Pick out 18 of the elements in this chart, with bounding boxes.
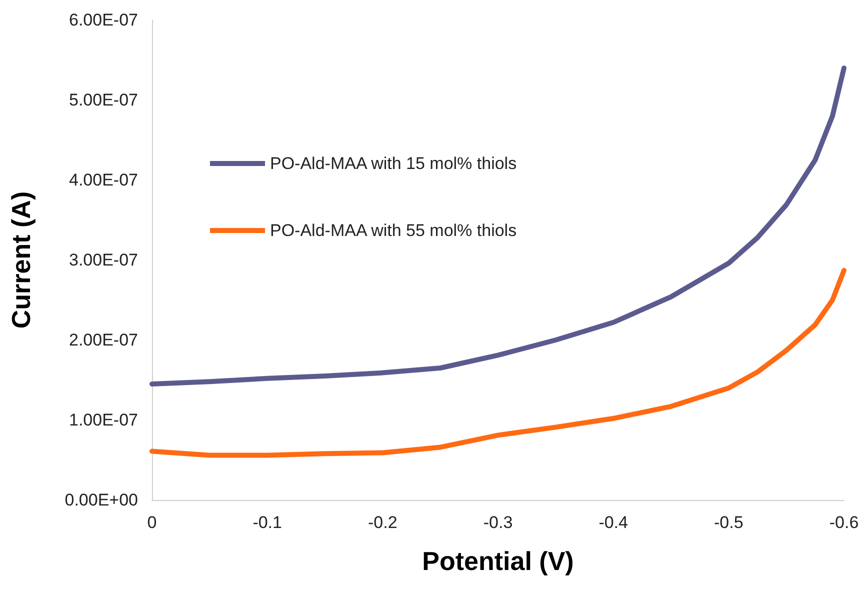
- x-tick-label: -0.6: [829, 513, 859, 532]
- x-axis-title: Potential (V): [422, 546, 574, 576]
- legend-label: PO-Ald-MAA with 15 mol% thiols: [270, 154, 517, 173]
- y-tick-label: 3.00E-07: [69, 250, 138, 270]
- y-tick-label: 6.00E-07: [69, 10, 138, 30]
- x-tick-label: -0.3: [483, 513, 513, 532]
- x-tick-label: 0: [147, 513, 157, 532]
- x-tick-label: -0.4: [598, 513, 628, 532]
- y-tick-label: 5.00E-07: [69, 90, 138, 110]
- y-tick-label: 0.00E+00: [64, 490, 138, 510]
- x-tick-label: -0.1: [252, 513, 282, 532]
- y-axis-title: Current (A): [6, 191, 36, 329]
- x-tick-label: -0.5: [714, 513, 744, 532]
- x-tick-label: -0.2: [368, 513, 398, 532]
- y-tick-label: 1.00E-07: [69, 410, 138, 430]
- legend-label: PO-Ald-MAA with 55 mol% thiols: [270, 221, 517, 240]
- y-tick-label: 4.00E-07: [69, 170, 138, 190]
- y-tick-label: 2.00E-07: [69, 330, 138, 350]
